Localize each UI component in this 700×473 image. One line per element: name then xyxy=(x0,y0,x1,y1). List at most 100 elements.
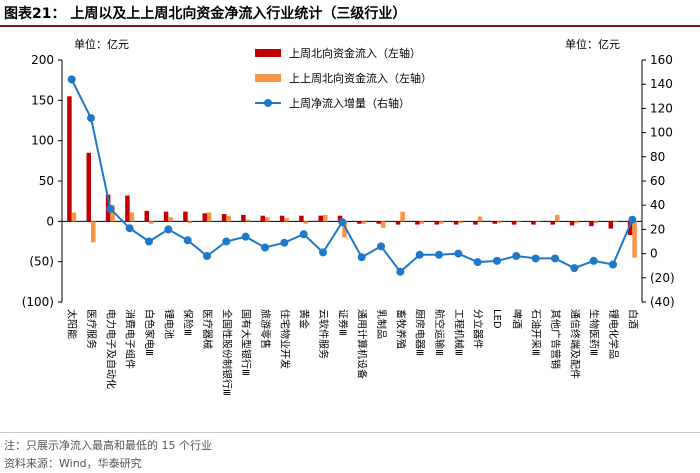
category-label: 白色家电Ⅲ xyxy=(143,309,156,356)
bar xyxy=(183,211,188,222)
category-label: 航空运输Ⅲ xyxy=(433,309,446,356)
bar xyxy=(608,221,613,229)
bar xyxy=(613,221,618,223)
line-point xyxy=(261,243,269,252)
left-tick-label: 100 xyxy=(31,134,54,148)
bar xyxy=(168,217,173,222)
bar xyxy=(434,221,439,225)
bar xyxy=(419,221,425,224)
right-tick-label: 100 xyxy=(650,126,673,140)
left-tick-label: (100) xyxy=(22,295,54,309)
right-tick-label: 120 xyxy=(650,101,673,115)
category-label: 住宅物业开发 xyxy=(278,309,291,369)
bar xyxy=(323,214,328,222)
bar xyxy=(492,221,497,224)
legend-label: 上周北向资金流入（左轴） xyxy=(289,46,421,60)
category-label: 畜牧养殖 xyxy=(394,309,407,349)
line-point xyxy=(435,250,443,259)
legend-marker xyxy=(264,99,272,107)
category-label: 锂电化学品 xyxy=(607,309,620,359)
category-label: 黄金 xyxy=(298,309,311,329)
line-point xyxy=(531,254,540,263)
category-label: 医疗服务 xyxy=(85,309,98,349)
bar xyxy=(207,212,212,222)
left-tick-label: 50 xyxy=(39,174,54,188)
bar xyxy=(516,221,521,223)
bar xyxy=(473,221,478,225)
bar xyxy=(511,221,517,225)
category-label: 啤酒 xyxy=(510,309,522,329)
bar xyxy=(163,211,169,222)
line-point xyxy=(164,225,173,234)
category-label: 生物医药Ⅲ xyxy=(588,309,601,356)
line-point xyxy=(222,237,231,246)
bar xyxy=(144,210,149,222)
line-point xyxy=(609,260,617,269)
chart-title: 图表21： 上周以及上上周北向资金净流入行业统计（三级行业） xyxy=(4,6,407,22)
bar xyxy=(357,221,362,224)
line-point xyxy=(628,215,637,224)
category-label: 保险Ⅲ xyxy=(182,309,195,336)
bar xyxy=(555,214,560,222)
bar xyxy=(91,221,96,243)
category-label: 通信终端及配件 xyxy=(568,309,581,379)
bar xyxy=(535,221,541,223)
bar xyxy=(400,211,405,222)
right-tick-label: 20 xyxy=(650,222,665,236)
category-label: 电力电子及自动化 xyxy=(104,309,117,389)
category-label: 厨房电器Ⅲ xyxy=(414,309,427,356)
bar xyxy=(71,212,77,222)
bar xyxy=(439,221,444,224)
line-point xyxy=(551,254,559,263)
bar xyxy=(265,217,270,222)
bar xyxy=(453,221,459,225)
category-label: 石油开采Ⅲ xyxy=(530,309,543,356)
category-label: 通用计算机设备 xyxy=(356,309,369,379)
line-point xyxy=(454,249,463,258)
bar xyxy=(337,215,343,222)
bar xyxy=(125,195,130,222)
category-label: 云软件服务 xyxy=(317,309,330,359)
category-label: 消费电子组件 xyxy=(124,309,137,369)
line-point xyxy=(473,258,482,267)
bar xyxy=(202,213,207,222)
bar xyxy=(318,215,323,222)
left-unit-label: 单位：亿元 xyxy=(74,37,129,51)
category-label: 国有大型银行Ⅲ xyxy=(240,309,253,376)
bar xyxy=(129,212,135,222)
title-bar: 图表21： 上周以及上上周北向资金净流入行业统计（三级行业） xyxy=(0,0,700,27)
line-point xyxy=(145,237,153,246)
bar xyxy=(395,221,401,225)
category-label: 白酒 xyxy=(626,309,639,329)
category-label: 证券Ⅲ xyxy=(336,309,349,336)
line-point xyxy=(299,230,308,239)
bar xyxy=(221,214,227,222)
category-label: 医疗器械 xyxy=(201,309,214,349)
bar xyxy=(497,221,502,223)
line-point xyxy=(87,114,95,123)
bar xyxy=(245,219,251,222)
line-point xyxy=(125,224,134,233)
category-label: 旅游零售 xyxy=(259,309,272,349)
bar xyxy=(226,215,231,222)
line-point xyxy=(570,264,579,273)
legend-label: 上上周北向资金流入（左轴） xyxy=(289,71,432,85)
bar xyxy=(550,221,555,225)
line-point xyxy=(183,236,192,245)
left-tick-label: 150 xyxy=(31,93,54,107)
category-label: 全国性股份制银行Ⅲ xyxy=(220,309,233,396)
line-point xyxy=(415,250,424,259)
right-tick-label: 60 xyxy=(650,174,665,188)
bar xyxy=(279,215,285,222)
bar xyxy=(110,205,115,222)
bar xyxy=(284,218,289,222)
bar xyxy=(415,221,420,225)
category-label: 乳制品 xyxy=(375,309,388,339)
category-label: LED xyxy=(491,309,502,329)
left-tick-label: (50) xyxy=(29,255,54,269)
bar xyxy=(574,221,579,223)
legend-label: 上周净流入增量（右轴） xyxy=(289,96,410,110)
line-point xyxy=(589,256,598,265)
line-point xyxy=(377,242,385,251)
category-label: 太阳能 xyxy=(66,309,79,339)
